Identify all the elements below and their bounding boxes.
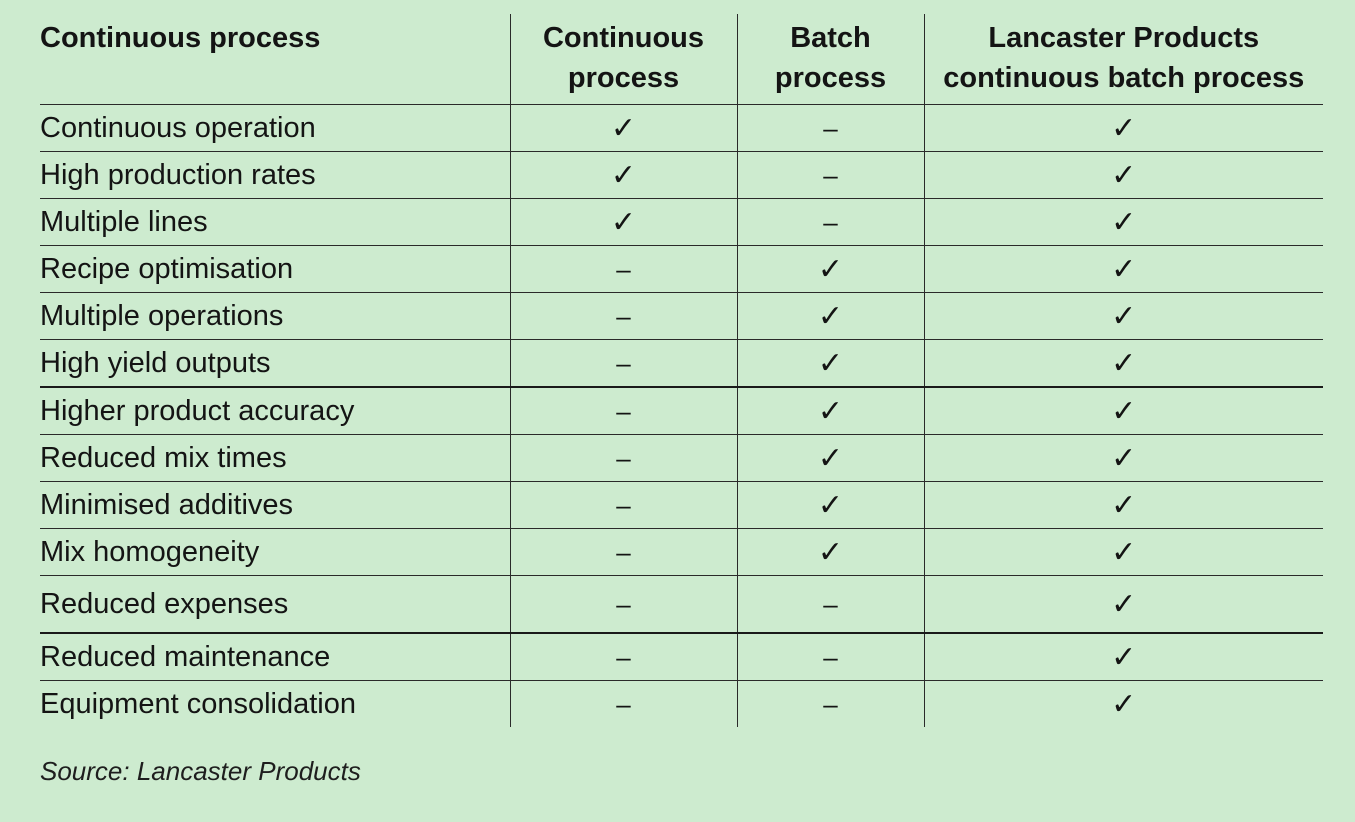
table-row: Continuous operation ✓ – ✓ xyxy=(40,104,1323,152)
dash-icon-batch: – xyxy=(736,104,924,152)
check-mark-icon-lancaster: ✓ xyxy=(923,481,1323,529)
feature-label: Minimised additives xyxy=(40,481,510,529)
table-row: Reduced mix times – ✓ ✓ xyxy=(40,434,1323,482)
dash-icon-batch: – xyxy=(736,151,924,199)
dash-icon-continuous: – xyxy=(509,387,737,435)
check-mark-icon-continuous: ✓ xyxy=(509,104,737,152)
feature-label: High yield outputs xyxy=(40,339,510,388)
dash-icon-continuous: – xyxy=(509,528,737,576)
dash-icon-continuous: – xyxy=(509,339,737,388)
table-row: Recipe optimisation – ✓ ✓ xyxy=(40,245,1323,293)
table-row: High yield outputs – ✓ ✓ xyxy=(40,339,1323,388)
dash-icon-continuous: – xyxy=(509,245,737,293)
feature-label: Reduced mix times xyxy=(40,434,510,482)
check-mark-icon-lancaster: ✓ xyxy=(923,633,1323,681)
check-mark-icon-batch: ✓ xyxy=(736,245,924,293)
dash-icon-batch: – xyxy=(736,680,924,727)
check-mark-icon-lancaster: ✓ xyxy=(923,434,1323,482)
check-mark-icon-lancaster: ✓ xyxy=(923,104,1323,152)
dash-icon-batch: – xyxy=(736,575,924,634)
header-lancaster-process: Lancaster Products continuous batch proc… xyxy=(923,14,1323,105)
dash-icon-continuous: – xyxy=(509,633,737,681)
check-mark-icon-lancaster: ✓ xyxy=(923,198,1323,246)
feature-label: Higher product accuracy xyxy=(40,387,510,435)
feature-label: Reduced expenses xyxy=(40,575,510,634)
check-mark-icon-batch: ✓ xyxy=(736,387,924,435)
check-mark-icon-batch: ✓ xyxy=(736,434,924,482)
header-feature: Continuous process xyxy=(40,14,510,105)
feature-label: Multiple operations xyxy=(40,292,510,340)
check-mark-icon-continuous: ✓ xyxy=(509,151,737,199)
feature-label: Recipe optimisation xyxy=(40,245,510,293)
feature-label: Mix homogeneity xyxy=(40,528,510,576)
dash-icon-continuous: – xyxy=(509,575,737,634)
table-row: Higher product accuracy – ✓ ✓ xyxy=(40,387,1323,435)
check-mark-icon-lancaster: ✓ xyxy=(923,387,1323,435)
comparison-table-container: Continuous process Continuous process Ba… xyxy=(40,14,1323,727)
check-mark-icon-lancaster: ✓ xyxy=(923,292,1323,340)
feature-label: Multiple lines xyxy=(40,198,510,246)
check-mark-icon-batch: ✓ xyxy=(736,528,924,576)
check-mark-icon-batch: ✓ xyxy=(736,292,924,340)
table-row: Multiple lines ✓ – ✓ xyxy=(40,198,1323,246)
table-row: Minimised additives – ✓ ✓ xyxy=(40,481,1323,529)
header-row: Continuous process Continuous process Ba… xyxy=(40,14,1323,105)
process-comparison-table: Continuous process Continuous process Ba… xyxy=(40,14,1323,727)
dash-icon-continuous: – xyxy=(509,434,737,482)
check-mark-icon-lancaster: ✓ xyxy=(923,245,1323,293)
dash-icon-continuous: – xyxy=(509,292,737,340)
table-row: Equipment consolidation – – ✓ xyxy=(40,680,1323,727)
table-row: Reduced maintenance – – ✓ xyxy=(40,633,1323,681)
table-row: High production rates ✓ – ✓ xyxy=(40,151,1323,199)
feature-label: High production rates xyxy=(40,151,510,199)
check-mark-icon-batch: ✓ xyxy=(736,481,924,529)
dash-icon-batch: – xyxy=(736,633,924,681)
header-continuous-process: Continuous process xyxy=(509,14,737,105)
check-mark-icon-lancaster: ✓ xyxy=(923,528,1323,576)
dash-icon-continuous: – xyxy=(509,680,737,727)
feature-label: Equipment consolidation xyxy=(40,687,356,720)
check-mark-icon-batch: ✓ xyxy=(736,339,924,388)
check-mark-icon-lancaster: ✓ xyxy=(923,151,1323,199)
feature-label: Reduced maintenance xyxy=(40,633,510,681)
table-row: Reduced expenses – – ✓ xyxy=(40,575,1323,634)
check-mark-icon-lancaster: ✓ xyxy=(923,339,1323,388)
table-row: Multiple operations – ✓ ✓ xyxy=(40,292,1323,340)
dash-icon-batch: – xyxy=(736,198,924,246)
table-row: Mix homogeneity – ✓ ✓ xyxy=(40,528,1323,576)
source-note: Source: Lancaster Products xyxy=(40,756,361,786)
check-mark-icon-lancaster: ✓ xyxy=(923,575,1323,634)
check-mark-icon-lancaster: ✓ xyxy=(923,680,1323,727)
check-mark-icon-continuous: ✓ xyxy=(509,198,737,246)
header-batch-process: Batch process xyxy=(736,14,924,105)
feature-label: Continuous operation xyxy=(40,104,510,152)
dash-icon-continuous: – xyxy=(509,481,737,529)
